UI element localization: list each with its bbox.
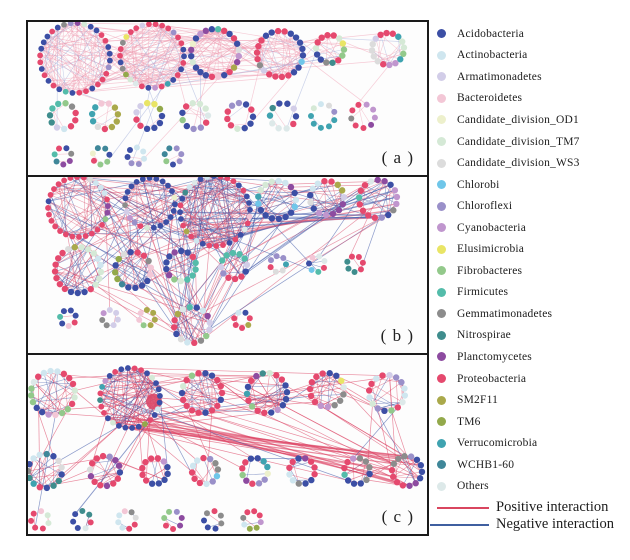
legend-item: TM6	[437, 411, 627, 433]
legend-item: Candidate_division_OD1	[437, 109, 627, 131]
legend-dot	[437, 309, 446, 319]
legend-item: Candidate_division_WS3	[437, 152, 627, 174]
legend-item: SM2F11	[437, 389, 627, 411]
legend-item-label: Candidate_division_WS3	[457, 157, 580, 170]
legend-item: Acidobacteria	[437, 23, 627, 45]
legend-dot	[437, 72, 446, 82]
legend-dot	[437, 438, 446, 448]
legend-dot	[437, 201, 446, 211]
interaction-legend: Positive interaction Negative interactio…	[430, 499, 628, 533]
legend-item-label: Verrucomicrobia	[457, 437, 538, 450]
positive-interaction-row: Positive interaction	[430, 499, 628, 516]
legend-item-label: Armatimonadetes	[457, 70, 542, 83]
legend-item: Others	[437, 475, 627, 497]
legend-item-label: Others	[457, 480, 489, 493]
legend-item-label: TM6	[457, 415, 481, 428]
legend-item-label: Planctomycetes	[457, 350, 532, 363]
legend-dot	[437, 29, 446, 39]
legend-dot	[437, 50, 446, 60]
network-panel-a: ( a )	[26, 20, 429, 177]
legend-item: Candidate_division_TM7	[437, 131, 627, 153]
figure-panels: ( a ) ( b ) ( c )	[26, 20, 429, 536]
legend-item-label: SM2F11	[457, 394, 499, 407]
legend-item: Firmicutes	[437, 282, 627, 304]
legend-item: Planctomycetes	[437, 346, 627, 368]
legend-dot	[437, 137, 446, 146]
legend-item-label: Acidobacteria	[457, 27, 525, 40]
legend-dot	[437, 180, 446, 190]
network-panel-c: ( c )	[26, 353, 429, 536]
legend-dot	[437, 395, 446, 405]
legend-item-label: Elusimicrobia	[457, 243, 525, 256]
legend-dot	[437, 481, 446, 491]
legend-item-label: WCHB1-60	[457, 458, 515, 471]
legend-item-label: Chloroflexi	[457, 200, 513, 213]
legend-dot	[437, 266, 446, 276]
legend-item-label: Candidate_division_OD1	[457, 113, 579, 126]
legend-dot	[437, 287, 446, 297]
legend-dot	[437, 330, 446, 340]
legend-dot	[437, 158, 446, 168]
legend-dot	[437, 352, 446, 362]
legend-item-label: Firmicutes	[457, 286, 509, 299]
legend-dot	[437, 223, 446, 233]
legend-item: Gemmatimonadetes	[437, 303, 627, 325]
legend-dot	[437, 417, 446, 427]
phylum-legend: Acidobacteria Actinobacteria Armatimonadet…	[437, 23, 627, 497]
panel-label-a: ( a )	[381, 148, 414, 167]
legend-item: WCHB1-60	[437, 454, 627, 476]
network-panel-b: ( b )	[26, 175, 429, 355]
positive-interaction-label: Positive interaction	[496, 499, 609, 515]
negative-interaction-row: Negative interaction	[430, 516, 628, 533]
legend-item: Cyanobacteria	[437, 217, 627, 239]
legend-item-label: Fibrobacteres	[457, 264, 523, 277]
legend-item: Chlorobi	[437, 174, 627, 196]
negative-interaction-label: Negative interaction	[496, 516, 614, 532]
legend-item: Elusimicrobia	[437, 238, 627, 260]
legend-dot	[437, 93, 446, 103]
legend-item: Bacteroidetes	[437, 88, 627, 110]
legend-dot	[437, 460, 446, 470]
legend-item-label: Candidate_division_TM7	[457, 135, 580, 148]
legend-item-label: Chlorobi	[457, 178, 500, 191]
legend-dot	[437, 244, 446, 254]
network-svg-b	[45, 177, 401, 347]
legend-item-label: Gemmatimonadetes	[457, 307, 553, 320]
legend-item: Fibrobacteres	[437, 260, 627, 282]
negative-line-icon	[430, 523, 489, 526]
legend-item: Armatimonadetes	[437, 66, 627, 88]
legend-item: Chloroflexi	[437, 195, 627, 217]
legend-item: Verrucomicrobia	[437, 432, 627, 454]
legend-item-label: Cyanobacteria	[457, 221, 527, 234]
panel-label-b: ( b )	[380, 326, 414, 345]
legend-item-label: Bacteroidetes	[457, 92, 523, 105]
legend-item-label: Proteobacteria	[457, 372, 527, 385]
legend-dot	[437, 115, 446, 125]
legend-item: Proteobacteria	[437, 368, 627, 390]
positive-line-icon	[437, 506, 489, 509]
legend-dot	[437, 374, 446, 384]
panel-label-c: ( c )	[381, 507, 414, 526]
network-svg-c	[28, 365, 426, 532]
legend-item-label: Actinobacteria	[457, 49, 528, 62]
legend-item-label: Nitrospirae	[457, 329, 511, 342]
network-svg-a	[37, 22, 408, 168]
legend-item: Nitrospirae	[437, 325, 627, 347]
legend-item: Actinobacteria	[437, 45, 627, 67]
